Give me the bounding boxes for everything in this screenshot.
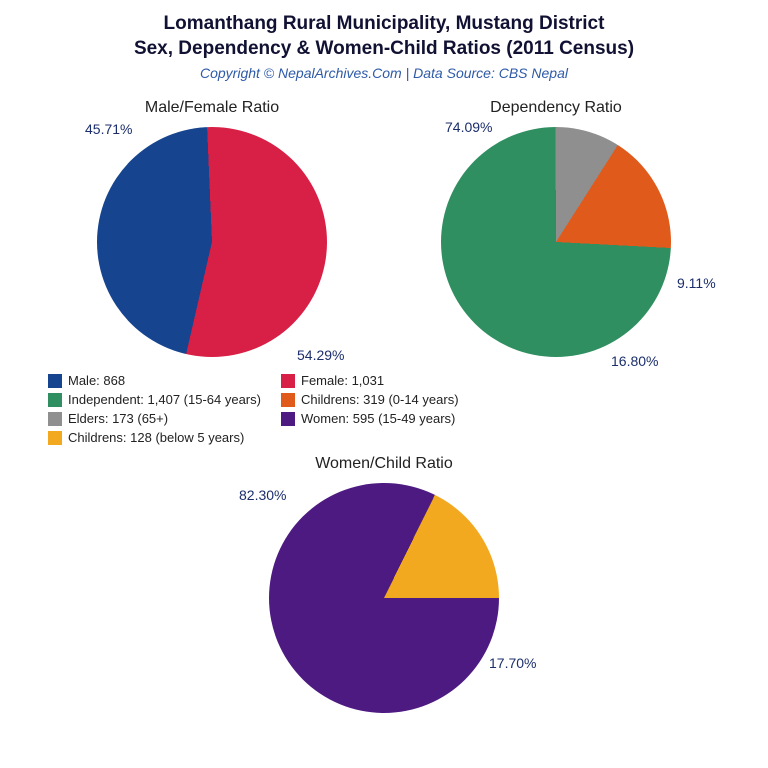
bottom-chart-row: Women/Child Ratio 82.30% 17.70% — [0, 455, 768, 713]
legend-label: Male: 868 — [68, 373, 125, 388]
header: Lomanthang Rural Municipality, Mustang D… — [0, 0, 768, 81]
top-charts-row: Male/Female Ratio 45.71% 54.29% Dependen… — [0, 99, 768, 357]
legend-swatch — [281, 393, 295, 407]
legend-item: Childrens: 319 (0-14 years) — [281, 392, 496, 407]
subtitle: Copyright © NepalArchives.Com | Data Sou… — [0, 65, 768, 81]
legend-label: Childrens: 319 (0-14 years) — [301, 392, 459, 407]
pct-label: 54.29% — [297, 347, 344, 363]
pct-label: 74.09% — [445, 119, 492, 135]
pie-container: 74.09% 9.11% 16.80% — [441, 127, 671, 357]
legend-swatch — [281, 412, 295, 426]
pct-label: 17.70% — [489, 655, 536, 671]
sex-ratio-chart: Male/Female Ratio 45.71% 54.29% — [97, 99, 327, 357]
dependency-ratio-chart: Dependency Ratio 74.09% 9.11% 16.80% — [441, 99, 671, 357]
legend-swatch — [48, 393, 62, 407]
legend-item: Male: 868 — [48, 373, 263, 388]
chart-title: Dependency Ratio — [490, 99, 622, 117]
pct-label: 45.71% — [85, 121, 132, 137]
pie-women-child-ratio — [269, 483, 499, 713]
chart-title: Male/Female Ratio — [145, 99, 279, 117]
legend-label: Childrens: 128 (below 5 years) — [68, 430, 244, 445]
legend-swatch — [48, 374, 62, 388]
women-child-ratio-chart: Women/Child Ratio 82.30% 17.70% — [269, 455, 499, 713]
legend-item: Elders: 173 (65+) — [48, 411, 263, 426]
pct-label: 16.80% — [611, 353, 658, 369]
legend-label: Independent: 1,407 (15-64 years) — [68, 392, 261, 407]
legend-item: Childrens: 128 (below 5 years) — [48, 430, 263, 445]
pct-label: 9.11% — [677, 275, 716, 291]
legend-swatch — [48, 412, 62, 426]
legend-swatch — [281, 374, 295, 388]
pct-label: 82.30% — [239, 487, 286, 503]
pie-dependency-ratio — [441, 127, 671, 357]
legend-item: Independent: 1,407 (15-64 years) — [48, 392, 263, 407]
pie-container: 45.71% 54.29% — [97, 127, 327, 357]
legend-label: Female: 1,031 — [301, 373, 384, 388]
legend-swatch — [48, 431, 62, 445]
legend-item: Female: 1,031 — [281, 373, 496, 388]
legend-label: Elders: 173 (65+) — [68, 411, 168, 426]
chart-title: Women/Child Ratio — [315, 455, 453, 473]
pie-sex-ratio — [97, 127, 327, 357]
title-line-2: Sex, Dependency & Women-Child Ratios (20… — [0, 37, 768, 62]
pie-container: 82.30% 17.70% — [269, 483, 499, 713]
title-line-1: Lomanthang Rural Municipality, Mustang D… — [0, 12, 768, 37]
legend: Male: 868 Female: 1,031 Independent: 1,407… — [0, 357, 768, 449]
legend-item: Women: 595 (15-49 years) — [281, 411, 496, 426]
legend-label: Women: 595 (15-49 years) — [301, 411, 455, 426]
